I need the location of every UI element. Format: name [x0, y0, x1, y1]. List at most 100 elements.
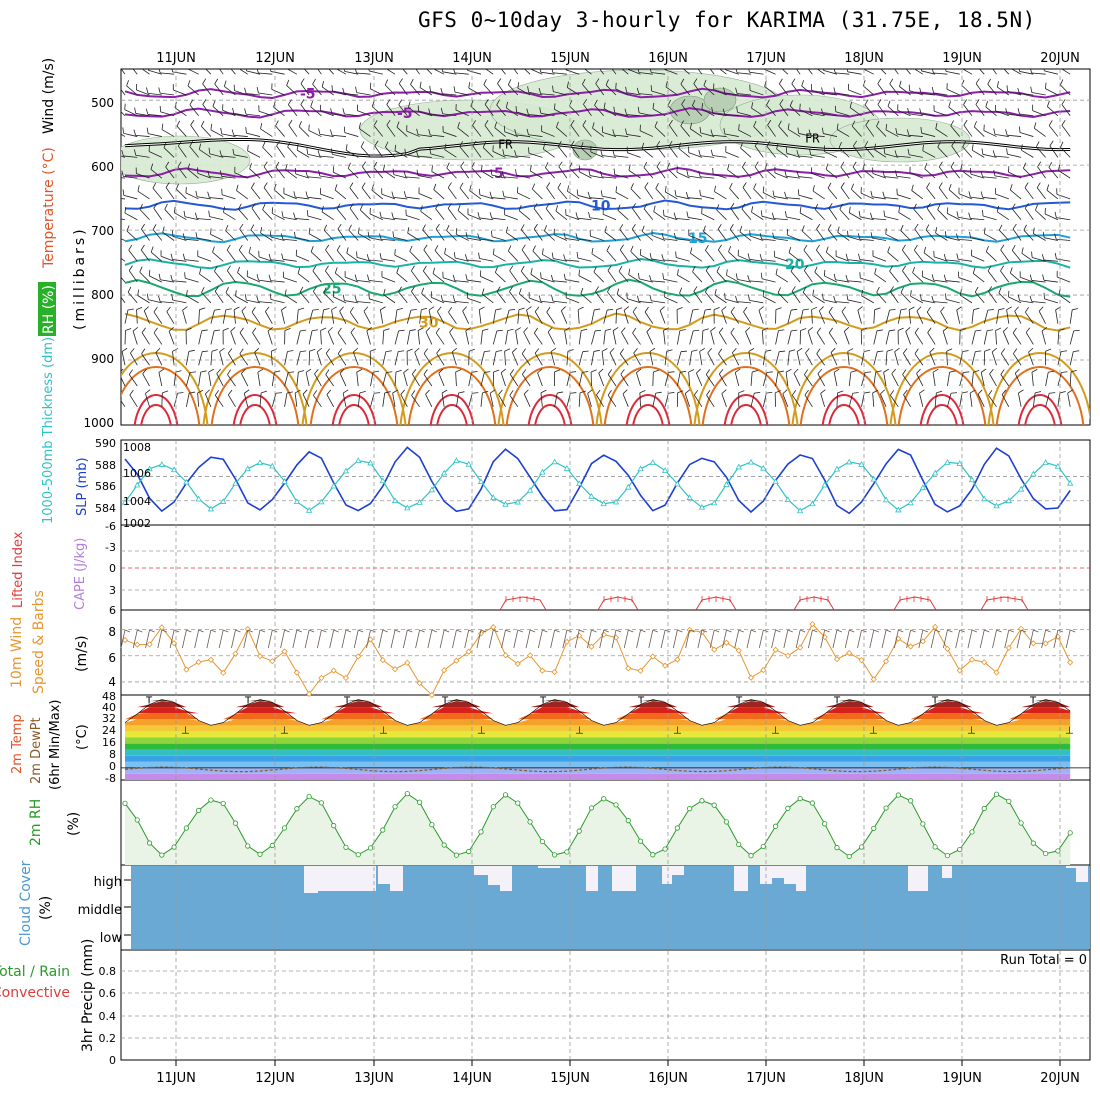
wind-barb-flag	[481, 288, 485, 295]
wind-barb-flag	[975, 99, 980, 105]
wind-barb-flag	[398, 99, 403, 105]
wind-barb-flag	[577, 306, 584, 311]
thickness-marker	[318, 498, 325, 505]
wind-barb-flag	[592, 122, 595, 129]
wind-barb-flag	[1067, 389, 1073, 394]
wind-barb	[546, 187, 555, 200]
wind-barb-10m-flag	[358, 629, 364, 633]
wind-barb	[971, 255, 985, 262]
wind-barb-flag	[113, 123, 114, 129]
wind-barb-flag	[595, 329, 602, 332]
wind-barb	[835, 301, 850, 304]
wind-barb	[317, 69, 322, 75]
wind-barb-flag	[715, 60, 717, 66]
wind-barb	[508, 84, 519, 96]
wind-barb-flag	[554, 103, 556, 110]
wind-barb-10m	[304, 629, 310, 649]
wind-barb-flag	[649, 274, 652, 281]
wind-barb-flag	[122, 127, 125, 134]
day-label-bottom: 11JUN	[156, 1071, 196, 1086]
wind-barb-flag	[1061, 119, 1066, 126]
wind-barb	[227, 394, 236, 408]
wind-barb	[312, 83, 322, 96]
wind-barb	[676, 171, 690, 179]
wind-barb	[945, 280, 960, 283]
wind-barb-flag	[337, 348, 342, 354]
wind-barb	[409, 251, 420, 262]
wind-barb	[360, 209, 371, 221]
wind-barb	[750, 372, 753, 387]
wind-barb	[161, 129, 175, 137]
wind-barb-flag	[911, 184, 914, 191]
wind-barb-flag	[882, 170, 885, 177]
ylabel-wind-10m: 10m Wind	[9, 617, 25, 688]
rh-2m-marker	[662, 846, 668, 852]
wind-barb-flag	[593, 349, 600, 352]
wind-barb-flag	[841, 306, 846, 312]
wind-barb-flag	[462, 306, 468, 312]
wind-barb	[889, 291, 899, 304]
wind-barb	[598, 372, 605, 387]
wind-barb-flag	[668, 140, 673, 147]
wind-barb	[336, 208, 347, 220]
wind-barb-flag	[738, 390, 745, 394]
wind-barb	[123, 194, 138, 200]
wind-barb-flag	[816, 223, 821, 230]
wind-barb	[226, 249, 236, 262]
wind-barb	[1031, 280, 1046, 283]
thickness-marker	[944, 459, 951, 465]
wind-barb-flag	[1011, 203, 1016, 210]
wind-barb-flag	[1000, 369, 1005, 375]
wind-barb	[909, 90, 923, 96]
wind-barb-flag	[1031, 251, 1033, 258]
wind-barb	[804, 374, 813, 387]
wind-barb	[1019, 132, 1034, 137]
wind-barb	[373, 125, 384, 137]
wind-barb-flag	[883, 147, 886, 154]
wind-barb-flag	[171, 69, 173, 72]
wind-barb-flag	[412, 369, 417, 375]
wind-barb	[908, 134, 923, 137]
wind-barb-flag	[825, 163, 829, 170]
wind-barb	[517, 309, 520, 324]
wind-barb-flag	[422, 59, 424, 64]
wind-barb	[344, 70, 359, 75]
wind-barb	[729, 188, 740, 200]
wind-barb	[663, 215, 678, 221]
wind-barb	[479, 194, 494, 200]
wind-barb	[946, 236, 960, 241]
wind-barb	[872, 237, 887, 241]
wind-barb	[807, 69, 813, 75]
wind-barb-flag	[850, 183, 855, 190]
wind-barb-flag	[544, 162, 549, 168]
wind-barb-flag	[394, 144, 397, 151]
temp-contour-cell	[399, 352, 505, 425]
rh-2m-marker	[478, 829, 484, 835]
wind-barb-flag	[212, 246, 215, 253]
wind-barb	[861, 351, 865, 366]
wind-barb	[714, 191, 727, 200]
wind-barb-flag	[694, 58, 697, 63]
wind-barb	[644, 311, 654, 324]
wind-barb	[152, 187, 163, 200]
wind-barb	[933, 92, 948, 96]
wind-barb	[521, 353, 531, 366]
wind-barb	[874, 273, 887, 283]
wind-barb-flag	[331, 85, 333, 92]
wind-barb-flag	[772, 190, 775, 197]
wind-barb-10m	[943, 629, 948, 649]
wind-barb-flag	[846, 69, 849, 72]
wind-barb-flag	[1045, 82, 1047, 89]
wind-barb	[664, 296, 678, 304]
wind-barb-flag	[850, 370, 857, 373]
wind-speed-marker	[1005, 644, 1012, 651]
wind-barb-flag	[125, 328, 132, 331]
wind-10m-ylabels: 10m Wind Speed & Barbs (m/s)	[9, 590, 90, 694]
wind-barb-flag	[368, 292, 370, 299]
wind-barb-flag	[822, 69, 824, 71]
wind-barb	[503, 196, 518, 200]
wind-barb-flag	[639, 390, 646, 394]
wind-barb	[248, 252, 261, 262]
wind-barb-flag	[684, 389, 691, 394]
wind-barb-flag	[441, 389, 448, 394]
